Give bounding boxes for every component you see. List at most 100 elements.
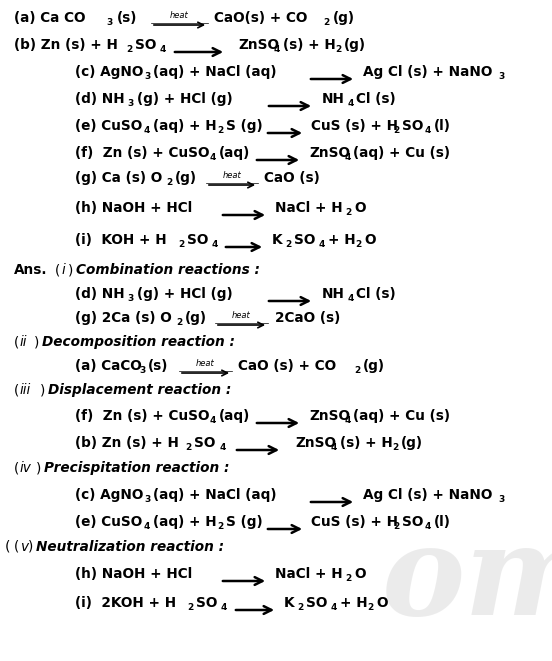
Text: Cl (s): Cl (s)	[356, 92, 396, 106]
Text: 4: 4	[221, 603, 227, 612]
Text: ii: ii	[20, 335, 28, 349]
Text: (d) NH: (d) NH	[75, 92, 125, 106]
Text: Cl (s): Cl (s)	[356, 287, 396, 301]
Text: (aq) + H: (aq) + H	[153, 119, 216, 133]
Text: ): )	[34, 335, 39, 349]
Text: (g): (g)	[175, 171, 197, 185]
Text: 4: 4	[274, 45, 280, 54]
Text: iv: iv	[20, 461, 32, 475]
Text: SO: SO	[402, 119, 423, 133]
Text: 2: 2	[187, 603, 193, 612]
Text: (aq) + Cu (s): (aq) + Cu (s)	[353, 146, 450, 160]
Text: (aq) + H: (aq) + H	[153, 515, 216, 529]
Text: + H: + H	[328, 233, 355, 247]
Text: (g): (g)	[344, 38, 366, 52]
Text: (e) CuSO: (e) CuSO	[75, 515, 142, 529]
Text: (i)  KOH + H: (i) KOH + H	[75, 233, 167, 247]
Text: 3: 3	[127, 294, 133, 303]
Text: 2: 2	[166, 178, 172, 187]
Text: 2: 2	[393, 126, 399, 135]
Text: ZnSO: ZnSO	[295, 436, 336, 450]
Text: (g): (g)	[401, 436, 423, 450]
Text: (g) 2Ca (s) O: (g) 2Ca (s) O	[75, 311, 172, 325]
Text: heat: heat	[222, 171, 241, 180]
Text: NaCl + H: NaCl + H	[275, 567, 343, 581]
Text: (l): (l)	[434, 515, 451, 529]
Text: (: (	[55, 263, 60, 277]
Text: (: (	[14, 540, 19, 554]
Text: 2: 2	[285, 240, 291, 249]
Text: 4: 4	[210, 416, 216, 425]
Text: 4: 4	[348, 99, 354, 108]
Text: 4: 4	[210, 153, 216, 162]
Text: (b) Zn (s) + H: (b) Zn (s) + H	[75, 436, 179, 450]
Text: SO: SO	[294, 233, 315, 247]
Text: 4: 4	[144, 126, 150, 135]
Text: ZnSO: ZnSO	[309, 409, 350, 423]
Text: S (g): S (g)	[226, 119, 263, 133]
Text: SO: SO	[194, 436, 215, 450]
Text: (g): (g)	[363, 359, 385, 373]
Text: Ag Cl (s) + NaNO: Ag Cl (s) + NaNO	[363, 488, 492, 502]
Text: 4: 4	[144, 522, 150, 531]
Text: 4: 4	[345, 416, 352, 425]
Text: (i)  2KOH + H: (i) 2KOH + H	[75, 596, 176, 610]
Text: 2: 2	[335, 45, 341, 54]
Text: CaO (s) + CO: CaO (s) + CO	[238, 359, 336, 373]
Text: (aq) + Cu (s): (aq) + Cu (s)	[353, 409, 450, 423]
Text: 2: 2	[297, 603, 303, 612]
Text: Neutralization reaction :: Neutralization reaction :	[36, 540, 224, 554]
Text: (s): (s)	[117, 11, 137, 25]
Text: 2: 2	[393, 522, 399, 531]
Text: (d) NH: (d) NH	[75, 287, 125, 301]
Text: 2: 2	[176, 318, 182, 327]
Text: NH: NH	[322, 92, 345, 106]
Text: (a) CaCO: (a) CaCO	[75, 359, 142, 373]
Text: CuS (s) + H: CuS (s) + H	[311, 119, 398, 133]
Text: Ans.: Ans.	[14, 263, 47, 277]
Text: (g): (g)	[185, 311, 207, 325]
Text: Displacement reaction :: Displacement reaction :	[48, 383, 231, 397]
Text: v: v	[20, 540, 28, 554]
Text: K: K	[272, 233, 283, 247]
Text: ): )	[68, 263, 73, 277]
Text: heat: heat	[196, 359, 215, 368]
Text: Ag Cl (s) + NaNO: Ag Cl (s) + NaNO	[363, 65, 492, 79]
Text: 3: 3	[498, 495, 504, 504]
Text: (g) + HCl (g): (g) + HCl (g)	[137, 287, 232, 301]
Text: 2: 2	[178, 240, 184, 249]
Text: (aq): (aq)	[219, 409, 250, 423]
Text: Combination reactions :: Combination reactions :	[76, 263, 260, 277]
Text: (f)  Zn (s) + CuSO: (f) Zn (s) + CuSO	[75, 146, 210, 160]
Text: (c) AgNO: (c) AgNO	[75, 65, 144, 79]
Text: 4: 4	[220, 443, 226, 452]
Text: (h) NaOH + HCl: (h) NaOH + HCl	[75, 201, 192, 215]
Text: (: (	[14, 461, 19, 475]
Text: 2: 2	[392, 443, 398, 452]
Text: 4: 4	[331, 443, 337, 452]
Text: 2: 2	[355, 240, 361, 249]
Text: NH: NH	[322, 287, 345, 301]
Text: 2: 2	[345, 574, 351, 583]
Text: 2: 2	[367, 603, 373, 612]
Text: 3: 3	[144, 72, 150, 81]
Text: 2: 2	[323, 18, 329, 27]
Text: 4: 4	[348, 294, 354, 303]
Text: om: om	[382, 520, 552, 642]
Text: (g) + HCl (g): (g) + HCl (g)	[137, 92, 232, 106]
Text: ZnSO: ZnSO	[238, 38, 279, 52]
Text: heat: heat	[170, 11, 189, 20]
Text: (g): (g)	[333, 11, 355, 25]
Text: 2CaO (s): 2CaO (s)	[275, 311, 340, 325]
Text: 3: 3	[127, 99, 133, 108]
Text: heat: heat	[232, 311, 251, 320]
Text: 4: 4	[345, 153, 352, 162]
Text: Decomposition reaction :: Decomposition reaction :	[42, 335, 235, 349]
Text: (g) Ca (s) O: (g) Ca (s) O	[75, 171, 162, 185]
Text: S (g): S (g)	[226, 515, 263, 529]
Text: SO: SO	[187, 233, 208, 247]
Text: ): )	[36, 461, 41, 475]
Text: O: O	[354, 567, 365, 581]
Text: 4: 4	[319, 240, 325, 249]
Text: 2: 2	[217, 126, 223, 135]
